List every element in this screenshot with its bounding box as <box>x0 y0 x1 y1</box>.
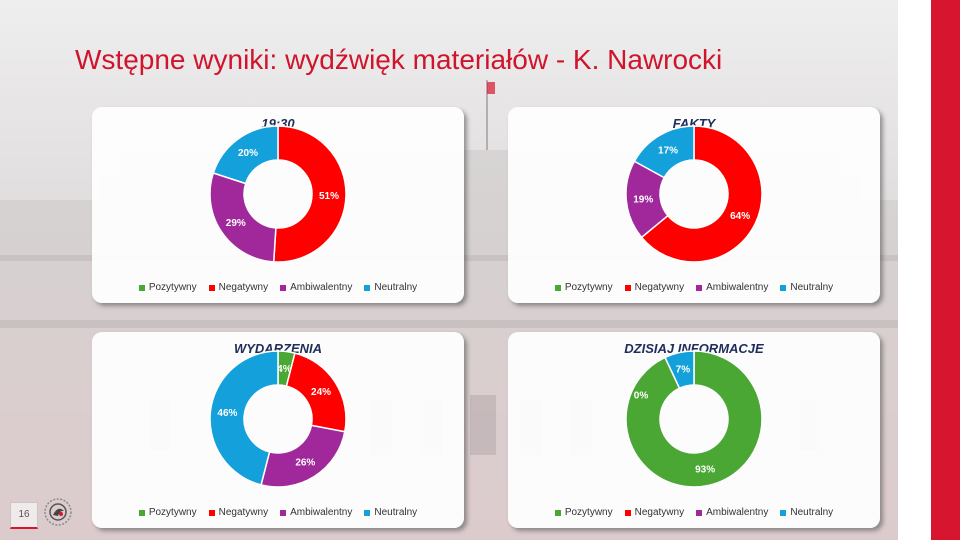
slice-neutralny <box>633 125 695 179</box>
legend-item-ambiwalentny: Ambiwalentny <box>280 507 352 518</box>
legend-swatch <box>138 509 145 516</box>
legend-label: Neutralny <box>374 507 418 518</box>
legend-item-neutralny: Neutralny <box>780 282 833 293</box>
legend-label: Neutralny <box>790 282 834 293</box>
chart-panel-wydarzenia: WYDARZENIA 4% 24% 26% 46% Pozytywny Negatywn… <box>92 332 464 528</box>
data-label-negatywny: 24% <box>311 387 331 398</box>
legend-label: Pozytywny <box>148 507 197 518</box>
chart-title: WYDARZENIA <box>233 341 323 356</box>
legend-label: Ambiwalentny <box>290 282 353 293</box>
page-number: 16 <box>10 502 38 529</box>
data-label-ambiwalentny: 19% <box>633 194 653 205</box>
legend-swatch <box>780 509 787 516</box>
chart-legend: Pozytywny Negatywny Ambiwalentny Neutralny <box>508 507 880 518</box>
legend-swatch <box>780 284 787 291</box>
legend-item-negatywny: Negatywny <box>624 282 685 293</box>
right-margin-strip <box>898 0 931 540</box>
data-label-negatywny: 0% <box>634 391 649 402</box>
legend-swatch <box>624 284 631 291</box>
legend-item-pozytywny: Pozytywny <box>554 282 613 293</box>
legend-item-neutralny: Neutralny <box>780 507 833 518</box>
chart-legend: Pozytywny Negatywny Ambiwalentny Neutralny <box>92 507 464 518</box>
data-label-negatywny: 64% <box>730 211 750 222</box>
slice-negatywny <box>640 125 763 263</box>
legend-item-negatywny: Negatywny <box>208 507 269 518</box>
legend-item-neutralny: Neutralny <box>364 507 417 518</box>
data-label-neutralny: 20% <box>238 148 258 159</box>
legend-swatch <box>696 284 703 291</box>
legend-label: Pozytywny <box>564 507 613 518</box>
chart-panel-fakty: FAKTY 0%64%19%17% PozytywnyNegatywnyAmbi… <box>508 107 880 303</box>
legend-swatch <box>554 284 561 291</box>
chart-legend: Pozytywny Negatywny Ambiwalentny Neutralny <box>92 282 464 293</box>
data-label-neutralny: 7% <box>676 365 691 376</box>
legend-swatch <box>208 509 215 516</box>
legend-label: Pozytywny <box>564 282 613 293</box>
legend-swatch <box>208 284 215 291</box>
legend-label: Pozytywny <box>148 282 197 293</box>
legend-swatch <box>280 284 287 291</box>
slice-ambiwalentny <box>260 424 346 488</box>
legend-swatch <box>138 284 145 291</box>
slice-neutralny <box>664 350 695 390</box>
legend-label: Negatywny <box>634 507 685 518</box>
legend-label: Ambiwalentny <box>706 507 769 518</box>
data-label-neutralny: 46% <box>217 408 237 419</box>
legend-label: Ambiwalentny <box>290 507 353 518</box>
legend-label: Neutralny <box>374 282 418 293</box>
legend-label: Neutralny <box>790 507 834 518</box>
legend-label: Negatywny <box>218 282 269 293</box>
legend-swatch <box>554 509 561 516</box>
donut-chart: 0%51%29%20% <box>209 125 347 263</box>
chart-legend: Pozytywny Negatywny Ambiwalentny Neutralny <box>508 282 880 293</box>
legend-item-ambiwalentny: Ambiwalentny <box>696 282 768 293</box>
slide-title: Wstępne wyniki: wydźwięk materiałów - K.… <box>75 44 723 75</box>
legend-swatch <box>364 284 371 291</box>
data-label-pozytywny: 4% <box>277 364 292 375</box>
chart-panel-1930: 19:30 0%51%29%20% PozytywnyNegatywnyAmbi… <box>92 107 464 303</box>
slice-neutralny <box>209 350 279 486</box>
legend-label: Negatywny <box>218 507 269 518</box>
data-label-ambiwalentny: 29% <box>226 218 246 229</box>
legend-item-ambiwalentny: Ambiwalentny <box>696 507 768 518</box>
legend-swatch <box>280 509 287 516</box>
legend-item-pozytywny: Pozytywny <box>138 282 197 293</box>
chart-panel-dzisiaj-informacje: DZISIAJ INFORMACJE 93% 0% 7% Pozytywny Nega… <box>508 332 880 528</box>
donut-chart: 0%64%19%17% <box>625 125 763 263</box>
data-label-negatywny: 51% <box>319 191 339 202</box>
legend-item-ambiwalentny: Ambiwalentny <box>280 282 352 293</box>
logo-icon <box>43 497 73 527</box>
slice-negatywny <box>272 125 347 263</box>
chart-title: DZISIAJ INFORMACJE <box>624 341 764 356</box>
slice-pozytywny <box>625 350 763 488</box>
accent-bar <box>931 0 960 540</box>
data-label-neutralny: 17% <box>658 146 678 157</box>
legend-item-negatywny: Negatywny <box>208 282 269 293</box>
data-label-pozytywny: 93% <box>695 464 715 475</box>
slice-ambiwalentny <box>209 172 277 263</box>
legend-item-neutralny: Neutralny <box>364 282 417 293</box>
legend-label: Negatywny <box>634 282 685 293</box>
legend-swatch <box>364 509 371 516</box>
donut-chart: 93% 0% 7% <box>625 350 763 488</box>
legend-item-negatywny: Negatywny <box>624 507 685 518</box>
legend-item-pozytywny: Pozytywny <box>554 507 613 518</box>
legend-label: Ambiwalentny <box>706 282 769 293</box>
legend-swatch <box>624 509 631 516</box>
slice-neutralny <box>212 125 279 185</box>
data-label-ambiwalentny: 26% <box>295 458 315 469</box>
legend-item-pozytywny: Pozytywny <box>138 507 197 518</box>
donut-chart: 4% 24% 26% 46% <box>209 350 347 488</box>
legend-swatch <box>696 509 703 516</box>
